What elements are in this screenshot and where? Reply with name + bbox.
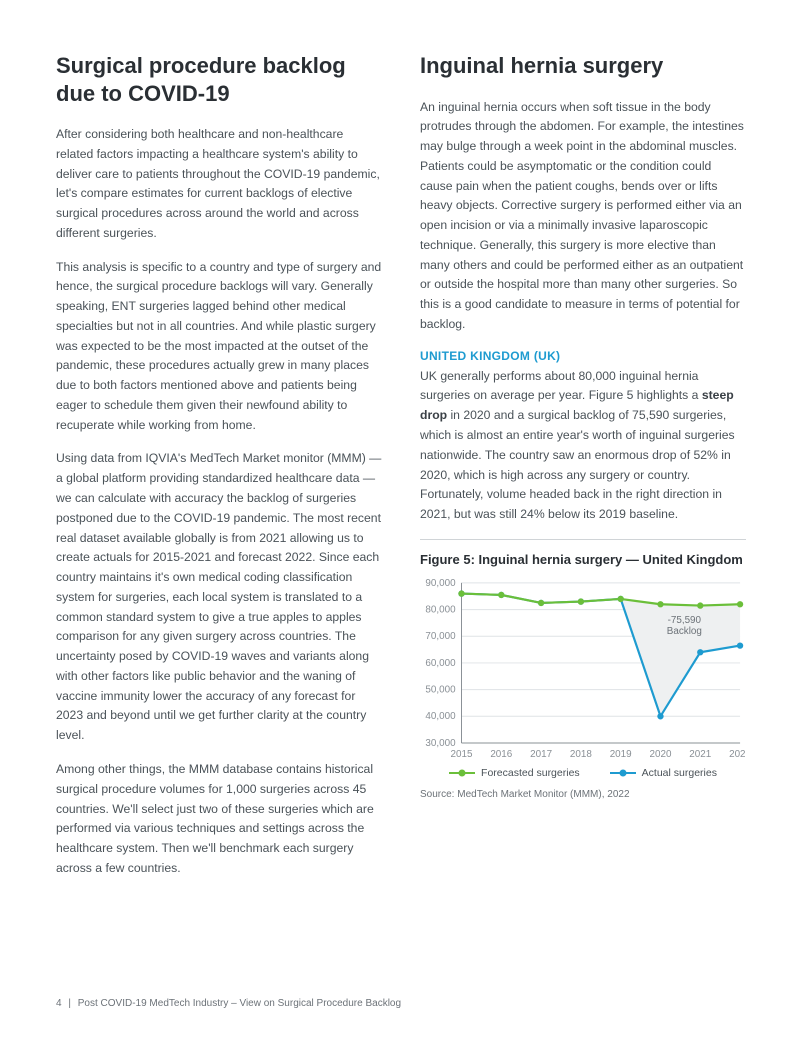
legend-swatch-forecast <box>449 772 475 774</box>
svg-text:Backlog: Backlog <box>667 626 702 637</box>
uk-paragraph: UK generally performs about 80,000 ingui… <box>420 367 746 525</box>
chart-svg: 30,000 40,000 50,000 60,000 70,000 80,000 90,0… <box>420 577 746 765</box>
svg-text:2022: 2022 <box>729 749 746 760</box>
footer-title: Post COVID-19 MedTech Industry – View on… <box>78 998 401 1009</box>
svg-text:2020: 2020 <box>650 749 672 760</box>
left-p2: This analysis is specific to a country a… <box>56 258 382 436</box>
left-p4: Among other things, the MMM database con… <box>56 760 382 879</box>
uk-text-after: in 2020 and a surgical backlog of 75,590… <box>420 408 735 521</box>
legend-forecast-label: Forecasted surgeries <box>481 767 580 779</box>
svg-text:40,000: 40,000 <box>425 711 456 722</box>
footer-sep: | <box>68 998 71 1009</box>
svg-text:2021: 2021 <box>689 749 711 760</box>
chart-source: Source: MedTech Market Monitor (MMM), 20… <box>420 789 746 800</box>
svg-text:50,000: 50,000 <box>425 684 456 695</box>
svg-text:70,000: 70,000 <box>425 631 456 642</box>
uk-text-before: UK generally performs about 80,000 ingui… <box>420 369 702 403</box>
left-column: Surgical procedure backlog due to COVID-… <box>56 52 382 893</box>
left-p1: After considering both healthcare and no… <box>56 125 382 244</box>
page-number: 4 <box>56 998 62 1009</box>
svg-text:2016: 2016 <box>490 749 512 760</box>
svg-text:90,000: 90,000 <box>425 578 456 589</box>
svg-text:-75,590: -75,590 <box>668 615 702 626</box>
right-p1: An inguinal hernia occurs when soft tiss… <box>420 98 746 335</box>
legend-forecast: Forecasted surgeries <box>449 767 580 779</box>
svg-text:80,000: 80,000 <box>425 604 456 615</box>
svg-text:2018: 2018 <box>570 749 592 760</box>
svg-text:2015: 2015 <box>451 749 473 760</box>
right-heading: Inguinal hernia surgery <box>420 52 746 80</box>
svg-text:2017: 2017 <box>530 749 552 760</box>
figure-title: Figure 5: Inguinal hernia surgery — Unit… <box>420 539 746 567</box>
right-column: Inguinal hernia surgery An inguinal hern… <box>420 52 746 893</box>
legend-swatch-actual <box>610 772 636 774</box>
figure-5: Figure 5: Inguinal hernia surgery — Unit… <box>420 539 746 800</box>
chart-legend: Forecasted surgeries Actual surgeries <box>420 767 746 779</box>
svg-text:30,000: 30,000 <box>425 738 456 749</box>
left-p3: Using data from IQVIA's MedTech Market m… <box>56 449 382 745</box>
left-heading: Surgical procedure backlog due to COVID-… <box>56 52 382 107</box>
legend-actual-label: Actual surgeries <box>642 767 717 779</box>
uk-subhead: UNITED KINGDOM (UK) <box>420 349 746 363</box>
svg-text:60,000: 60,000 <box>425 658 456 669</box>
legend-actual: Actual surgeries <box>610 767 717 779</box>
svg-text:2019: 2019 <box>610 749 632 760</box>
page-footer: 4 | Post COVID-19 MedTech Industry – Vie… <box>56 998 401 1009</box>
